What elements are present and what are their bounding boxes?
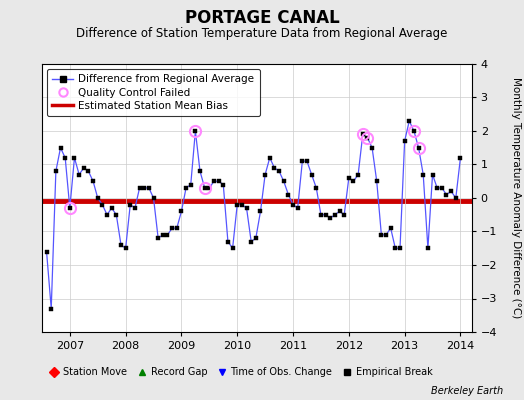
- Text: Difference of Station Temperature Data from Regional Average: Difference of Station Temperature Data f…: [77, 28, 447, 40]
- Y-axis label: Monthly Temperature Anomaly Difference (°C): Monthly Temperature Anomaly Difference (…: [511, 77, 521, 319]
- Legend: Station Move, Record Gap, Time of Obs. Change, Empirical Break: Station Move, Record Gap, Time of Obs. C…: [46, 363, 436, 381]
- Text: Berkeley Earth: Berkeley Earth: [431, 386, 503, 396]
- Text: PORTAGE CANAL: PORTAGE CANAL: [184, 9, 340, 27]
- Legend: Difference from Regional Average, Quality Control Failed, Estimated Station Mean: Difference from Regional Average, Qualit…: [47, 69, 259, 116]
